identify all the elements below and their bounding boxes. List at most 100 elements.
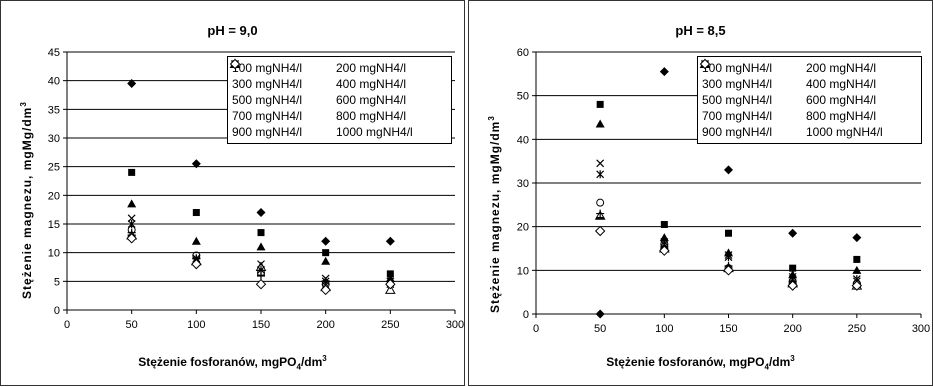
data-point-diamond-filled <box>788 228 798 238</box>
legend-entry: 500 mgNH4/l <box>231 60 336 108</box>
data-point-triangle-filled <box>595 119 605 128</box>
y-tick-label: 30 <box>48 133 60 145</box>
chart-title: pH = 9,0 <box>207 23 258 38</box>
data-point-diamond-open <box>723 265 734 276</box>
x-tick-label: 250 <box>848 323 866 335</box>
legend-entry: 200 mgNH4/l <box>701 60 910 76</box>
legend-label: 500 mgNH4/l <box>702 93 773 107</box>
y-tick-label: 5 <box>54 276 60 288</box>
data-point-square-filled <box>128 168 136 176</box>
legend-marker-icon <box>699 58 711 70</box>
legend-entry: 800 mgNH4/l <box>699 58 910 124</box>
y-tick-label: 20 <box>517 222 529 234</box>
legend-label: 200 mgNH4/l <box>806 61 877 75</box>
data-point-x <box>596 159 605 168</box>
y-tick-label: 10 <box>517 265 529 277</box>
data-point-diamond-filled <box>385 236 395 246</box>
legend-label: 100 mgNH4/l <box>232 61 303 75</box>
data-point-triangle-open <box>594 210 606 220</box>
legend-label: 200 mgNH4/l <box>336 61 407 75</box>
data-point-diamond-filled <box>724 165 733 175</box>
x-tick-label: 50 <box>594 323 606 335</box>
legend-entry: 700 mgNH4/l <box>701 60 806 124</box>
data-point-triangle-open <box>255 261 267 271</box>
data-point-diamond-open <box>385 278 396 290</box>
legend-label: 500 mgNH4/l <box>232 93 303 107</box>
legend-entry: 900 mgNH4/l <box>231 63 336 140</box>
legend-entry: 300 mgNH4/l <box>700 59 806 92</box>
chart-panel-ph-8-5: 0 10 20 30 40 50 60 0 50 100 150 200 250 300 pH = 8,5… <box>468 0 933 386</box>
data-point-asterisk <box>724 253 733 262</box>
legend-entry: 200 mgNH4/l <box>231 60 440 76</box>
x-tick-label: 100 <box>187 319 205 331</box>
x-tick-label: 150 <box>719 323 737 335</box>
data-point-diamond-filled <box>127 79 137 89</box>
legend-label: 1000 mgNH4/l <box>336 125 413 139</box>
data-point-square-filled <box>725 229 732 237</box>
data-point-diamond-open <box>191 258 202 270</box>
y-tick-label: 30 <box>517 178 529 190</box>
y-tick-label: 10 <box>48 248 60 260</box>
x-tick-label: 0 <box>533 323 539 335</box>
legend-label: 800 mgNH4/l <box>336 109 407 123</box>
data-point-square-filled <box>789 264 797 272</box>
data-point-diamond-filled <box>852 233 862 243</box>
legend-label: 700 mgNH4/l <box>232 109 303 123</box>
x-tick-label: 200 <box>316 319 334 331</box>
legend-label: 700 mgNH4/l <box>702 109 773 123</box>
legend-entry: 600 mgNH4/l <box>231 60 440 108</box>
data-point-square-filled <box>660 220 668 228</box>
data-point-diamond-open <box>320 284 331 296</box>
legend-entry: 900 mgNH4/l <box>701 63 806 140</box>
y-tick-label: 40 <box>517 134 529 146</box>
y-tick-label: 40 <box>48 76 60 88</box>
legend-label: 100 mgNH4/l <box>702 61 773 75</box>
legend-label: 400 mgNH4/l <box>336 77 407 91</box>
data-point-triangle-open <box>384 284 396 294</box>
legend-label: 600 mgNH4/l <box>806 93 877 107</box>
legend-label: 900 mgNH4/l <box>702 125 773 139</box>
chart-title: pH = 8,5 <box>675 23 726 38</box>
data-point-triangle-filled <box>852 265 862 274</box>
y-axis-label: Stężenie magnezu, mgMg/dm3 <box>19 101 34 299</box>
x-axis-label: Stężenie fosforanów, mgPO4/dm3 <box>606 354 795 372</box>
y-tick-label: 25 <box>48 162 60 174</box>
y-tick-label: 50 <box>517 91 529 103</box>
legend-entry: 500 mgNH4/l <box>701 60 806 108</box>
data-point-triangle-filled <box>127 199 137 208</box>
legend-marker-icon <box>229 58 241 70</box>
data-point-diamond-open <box>851 280 863 291</box>
data-point-square-filled <box>257 229 265 237</box>
data-point-square-filled <box>853 255 861 263</box>
y-tick-label: 20 <box>48 190 60 202</box>
data-point-diamond-open <box>594 225 606 237</box>
legend: 100 mgNH4/l 200 mgNH4/l 300 mgNH4/l 400 mgN… <box>227 56 452 144</box>
legend-entry: 300 mgNH4/l <box>230 59 336 92</box>
x-tick-label: 150 <box>252 319 270 331</box>
data-point-square-filled <box>596 100 604 108</box>
data-point-diamond-filled <box>191 159 201 169</box>
axes <box>66 52 455 311</box>
legend-entry: 400 mgNH4/l <box>231 60 440 92</box>
legend-label: 800 mgNH4/l <box>806 109 877 123</box>
data-point-diamond-open <box>126 233 137 244</box>
data-point-circle-open <box>596 198 605 207</box>
data-point-triangle-filled <box>321 256 331 265</box>
data-point-square-filled <box>322 249 330 257</box>
legend-label: 1000 mgNH4/l <box>806 125 883 139</box>
axes <box>535 52 921 315</box>
data-point-diamond-filled <box>256 208 266 218</box>
legend-label: 300 mgNH4/l <box>702 77 773 91</box>
legend-entry: 800 mgNH4/l <box>229 58 440 124</box>
legend-label: 300 mgNH4/l <box>232 77 303 91</box>
y-tick-label: 35 <box>48 104 60 116</box>
data-point-diamond-open <box>787 280 798 291</box>
data-point-square-filled <box>386 270 394 278</box>
legend-label: 400 mgNH4/l <box>806 77 877 91</box>
x-tick-label: 50 <box>126 319 138 331</box>
data-point-x <box>127 214 136 223</box>
x-tick-label: 0 <box>64 319 70 331</box>
y-tick-label: 45 <box>48 47 60 59</box>
x-tick-label: 100 <box>655 323 673 335</box>
data-point-triangle-filled <box>256 242 266 251</box>
